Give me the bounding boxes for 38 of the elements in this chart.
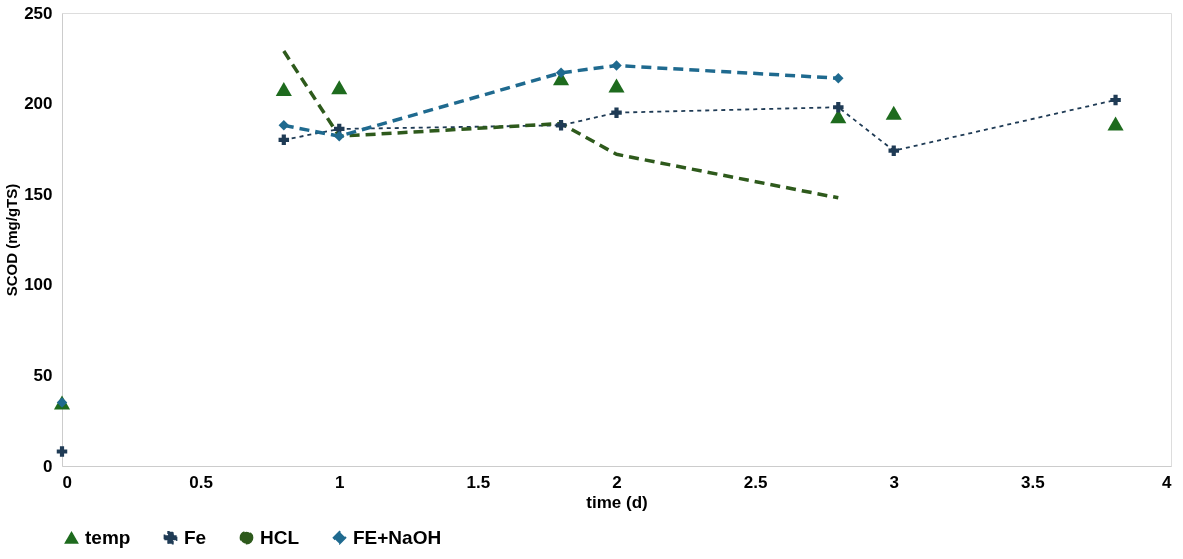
legend-label: temp [85,526,131,548]
legend-label: HCL [260,526,300,548]
y-tick-label: 100 [24,275,53,295]
x-tick-label: 3 [889,472,899,492]
point [885,105,902,120]
x-tick-label: 1 [335,472,345,492]
point [833,101,844,113]
point [56,446,68,457]
point [334,130,345,142]
point [555,120,567,131]
point [611,60,622,71]
point [1110,94,1121,106]
x-tick-label: 3.5 [1021,472,1045,492]
point [278,134,290,146]
point [611,107,622,118]
legend-label: FE+NaOH [353,526,442,548]
x-axis-title: time (d) [586,492,648,512]
y-tick-label: 0 [43,456,53,476]
point [278,120,290,131]
x-tick-label: 2 [612,472,622,492]
point [1107,116,1124,131]
x-tick-label: 1.5 [466,472,491,492]
point [833,72,844,84]
x-tick-label: 4 [1162,472,1173,492]
x-tick-label: 0 [62,472,72,492]
point [608,78,625,93]
y-tick-label: 150 [24,184,53,204]
legend-label: Fe [184,526,207,548]
point [275,82,292,97]
y-tick-label: 250 [24,3,53,23]
x-tick-label: 2.5 [743,472,768,492]
point [888,145,899,156]
y-tick-label: 50 [33,365,53,385]
y-tick-label: 200 [24,94,53,114]
point [331,80,348,95]
y-axis-title: SCOD (mg/gTS) [3,183,21,297]
line-series [282,49,841,200]
x-tick-label: 0.5 [189,472,213,492]
